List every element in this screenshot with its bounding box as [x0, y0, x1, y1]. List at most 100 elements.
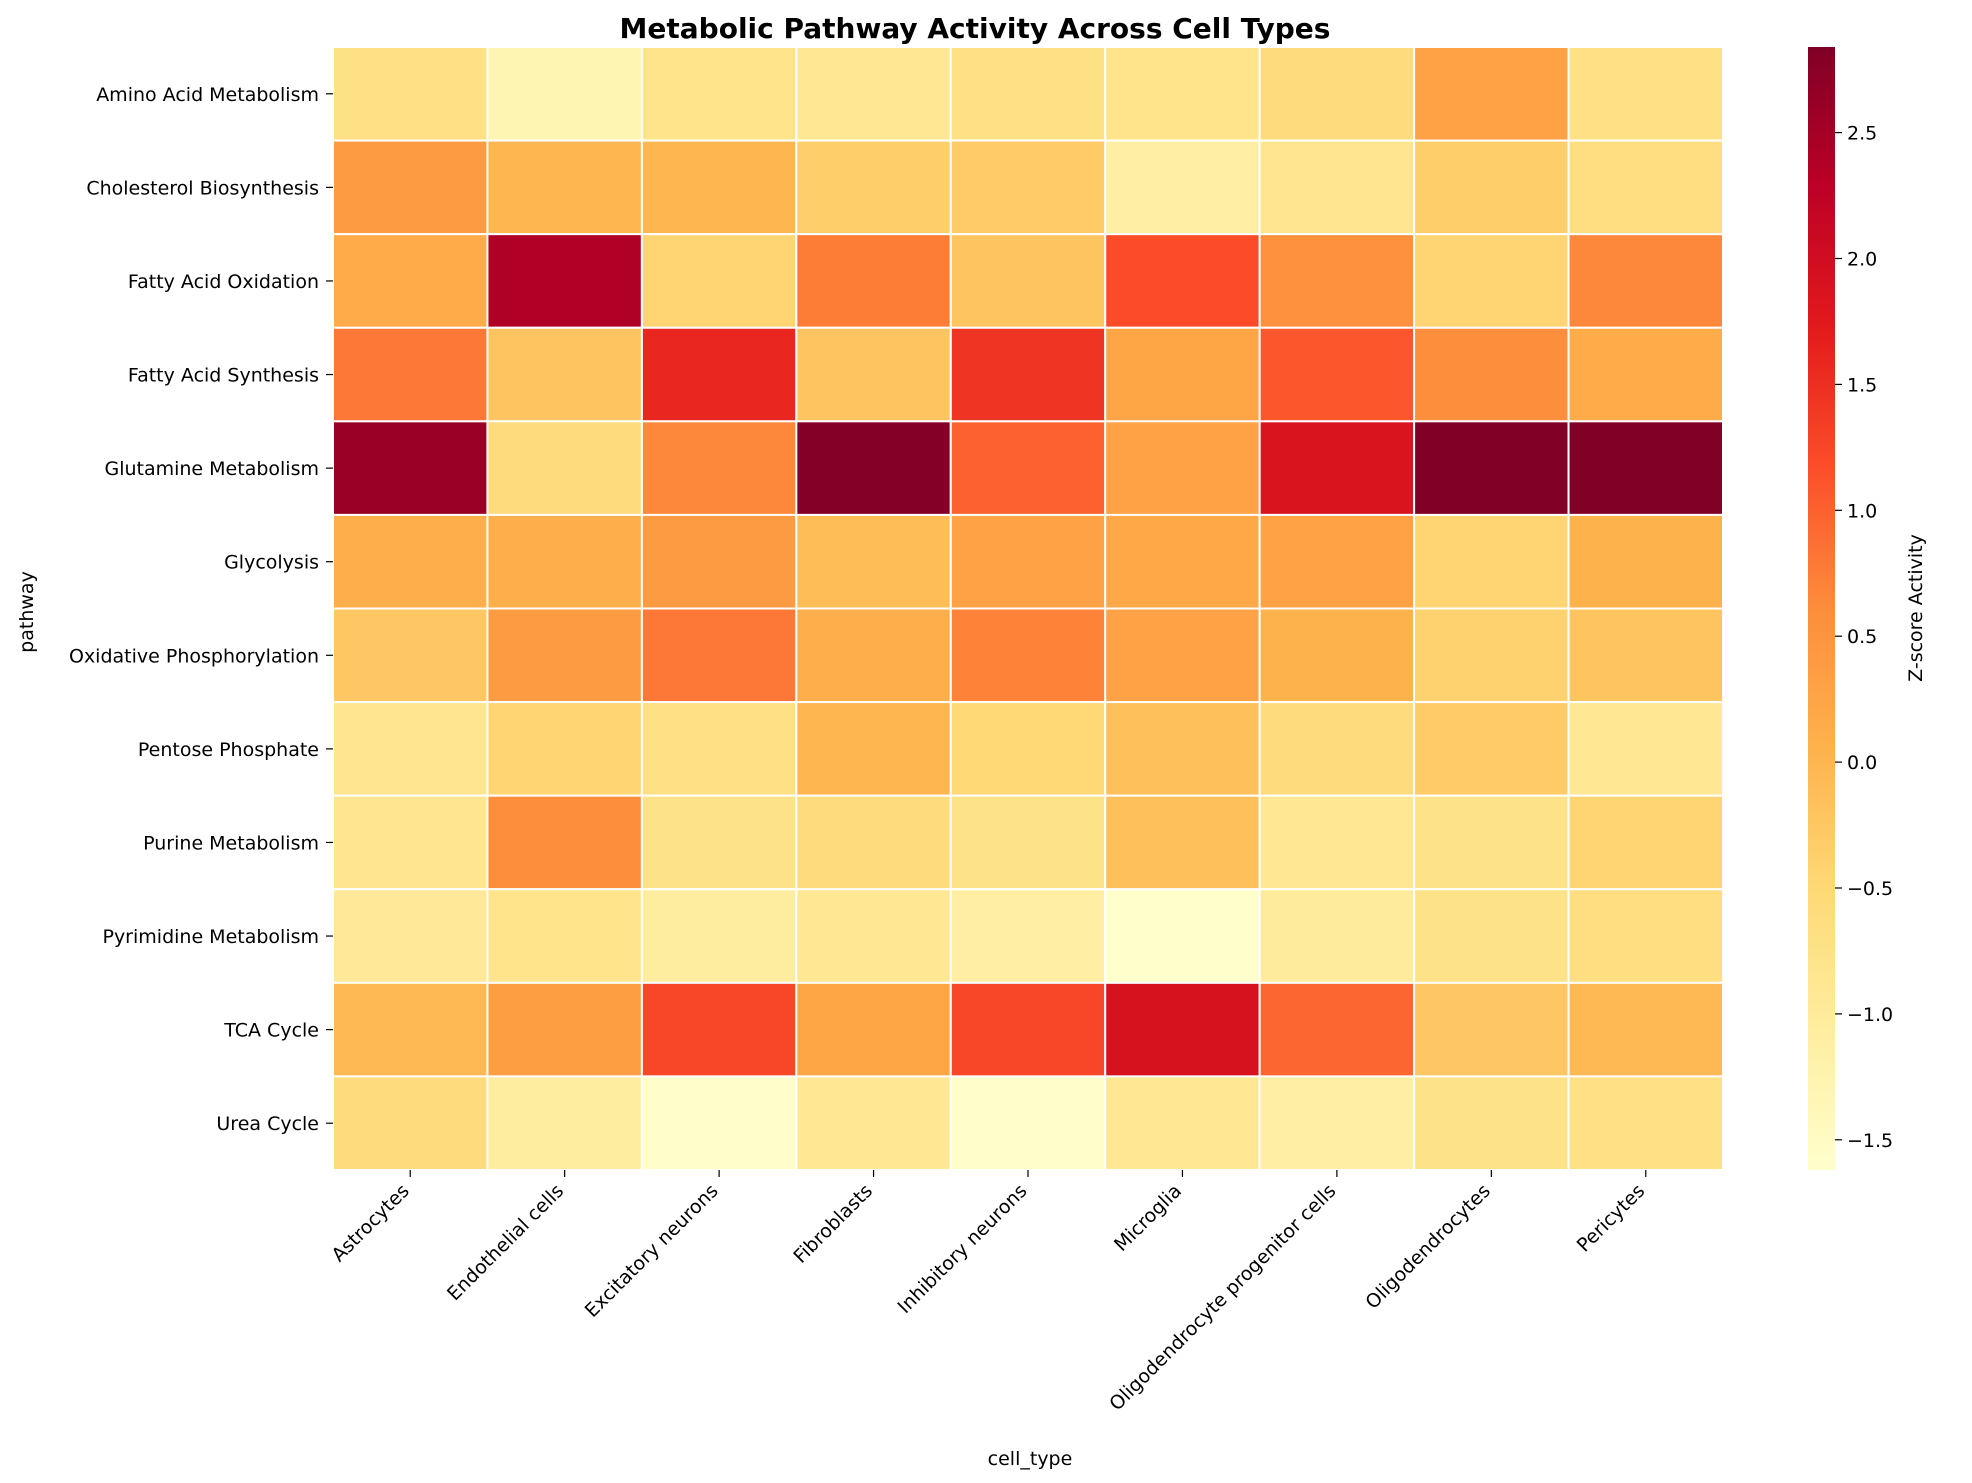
heatmap-cell: [486, 420, 643, 516]
chart-title: Metabolic Pathway Activity Across Cell T…: [620, 12, 1331, 45]
heatmap-cell: [640, 326, 798, 423]
heatmap-cell: [1413, 233, 1570, 329]
colorbar-tick-label: 1.0: [1847, 500, 1877, 522]
heatmap-cell: [1258, 888, 1416, 984]
colorbar-tick-label: 1.5: [1847, 374, 1877, 396]
heatmap-cell: [949, 420, 1107, 516]
colorbar: [1808, 47, 1835, 1170]
heatmap-cell: [486, 46, 643, 142]
heatmap-cell: [1104, 981, 1261, 1078]
y-tick-label: Pyrimidine Metabolism: [102, 926, 319, 948]
heatmap-cell: [1413, 794, 1570, 891]
y-tick-label: Urea Cycle: [216, 1113, 319, 1135]
heatmap-cell: [1413, 139, 1570, 236]
colorbar-gradient: [1808, 47, 1835, 1170]
heatmap-cell: [1258, 513, 1416, 610]
heatmap-cell: [1413, 701, 1570, 797]
heatmap-cell: [795, 1075, 952, 1171]
colorbar-ticks: 2.5 2.0 1.5 1.0 0.5 0.0 −0.5 −1.0 −1.5: [1835, 123, 1893, 1152]
heatmap-cell: [486, 794, 643, 891]
heatmap-cell: [795, 233, 952, 329]
colorbar-tick-label: 2.0: [1847, 249, 1877, 271]
heatmap-cell: [949, 701, 1107, 797]
heatmap-cell: [640, 794, 798, 891]
heatmap-cell: [640, 513, 798, 610]
heatmap-cell: [949, 981, 1107, 1078]
heatmap-cell: [1104, 513, 1261, 610]
heatmap-cell: [1567, 233, 1724, 329]
colorbar-label: Z-score Activity: [1905, 534, 1927, 682]
heatmap-cell: [486, 701, 643, 797]
heatmap-cell: [332, 233, 489, 329]
heatmap-cell: [640, 139, 798, 236]
heatmap-cell: [640, 1075, 798, 1171]
heatmap-cell: [795, 888, 952, 984]
x-tick-label: Inhibitory neurons: [893, 1180, 1031, 1318]
heatmap-cell: [795, 420, 952, 516]
heatmap-cell: [332, 888, 489, 984]
heatmap-cell: [332, 420, 489, 516]
heatmap-cell: [332, 701, 489, 797]
heatmap-cell: [332, 139, 489, 236]
heatmap-cell: [1413, 981, 1570, 1078]
heatmap-cell: [486, 233, 643, 329]
heatmap-cell: [949, 233, 1107, 329]
y-tick-label: Fatty Acid Synthesis: [128, 365, 319, 387]
heatmap-cell: [949, 794, 1107, 891]
x-axis-label: cell_type: [988, 1448, 1073, 1470]
y-tick-label: Purine Metabolism: [143, 832, 319, 854]
heatmap-cell: [1567, 794, 1724, 891]
heatmap-cell: [1413, 420, 1570, 516]
heatmap-cell: [1567, 326, 1724, 423]
heatmap-cell: [949, 139, 1107, 236]
heatmap-cell: [332, 326, 489, 423]
heatmap-cell: [1104, 701, 1261, 797]
heatmap-cell: [1258, 794, 1416, 891]
heatmap-cell: [795, 139, 952, 236]
heatmap-cell: [486, 513, 643, 610]
heatmap-cell: [1104, 233, 1261, 329]
heatmap-cell: [795, 794, 952, 891]
heatmap-cell: [949, 326, 1107, 423]
heatmap-cell: [1258, 607, 1416, 704]
heatmap-cell: [795, 326, 952, 423]
heatmap-cell: [949, 46, 1107, 142]
heatmap-cell: [949, 513, 1107, 610]
heatmap-cell: [1258, 46, 1416, 142]
heatmap-cell: [949, 888, 1107, 984]
heatmap-cell: [640, 46, 798, 142]
heatmap-cell: [486, 1075, 643, 1171]
heatmap-cell: [332, 607, 489, 704]
heatmap-cell: [1413, 326, 1570, 423]
heatmap-cell: [332, 513, 489, 610]
colorbar-tick-label: −1.0: [1847, 1004, 1893, 1026]
heatmap-cell: [1413, 607, 1570, 704]
heatmap-cell: [1258, 139, 1416, 236]
colorbar-tick-label: 0.5: [1847, 626, 1877, 648]
heatmap-cell: [1104, 888, 1261, 984]
heatmap-cell: [640, 701, 798, 797]
heatmap-cell: [1413, 46, 1570, 142]
x-tick-label: Fibroblasts: [789, 1180, 877, 1268]
heatmap-cell: [1104, 794, 1261, 891]
heatmap-cell: [486, 607, 643, 704]
colorbar-tick-label: −1.5: [1847, 1130, 1893, 1152]
heatmap-cell: [1104, 46, 1261, 142]
heatmap-cell: [949, 607, 1107, 704]
heatmap-cell: [1258, 701, 1416, 797]
heatmap-cell: [486, 981, 643, 1078]
y-tick-label: Cholesterol Biosynthesis: [86, 177, 319, 199]
heatmap-cell: [1567, 139, 1724, 236]
x-tick-label: Endothelial cells: [443, 1180, 568, 1305]
heatmap-cell: [1567, 701, 1724, 797]
heatmap-cell: [486, 139, 643, 236]
y-tick-label: Fatty Acid Oxidation: [128, 271, 319, 293]
heatmap-cell: [1413, 513, 1570, 610]
heatmap-cell: [640, 888, 798, 984]
heatmap-cell: [1567, 46, 1724, 142]
heatmap-cell: [332, 1075, 489, 1171]
heatmap-cell: [1104, 1075, 1261, 1171]
y-tick-label: Pentose Phosphate: [138, 739, 319, 761]
heatmap-cell: [1258, 326, 1416, 423]
